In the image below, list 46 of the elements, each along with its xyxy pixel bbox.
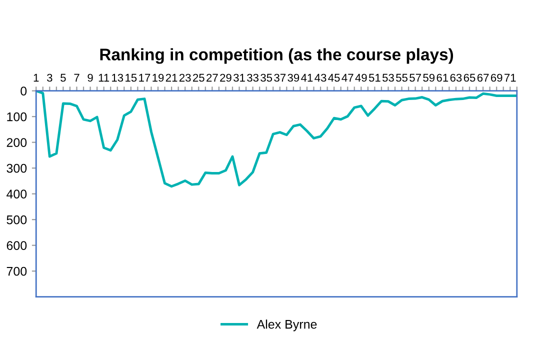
x-tick-label: 35 bbox=[260, 74, 272, 82]
x-tick-label: 3 bbox=[46, 74, 52, 82]
y-tick-label: 600 bbox=[6, 241, 27, 250]
x-tick-label: 45 bbox=[328, 74, 340, 82]
chart-title: Ranking in competition (as the course plays) bbox=[100, 48, 454, 64]
x-tick-label: 23 bbox=[179, 74, 191, 82]
x-tick-label: 51 bbox=[368, 74, 380, 82]
x-tick-label: 63 bbox=[450, 74, 462, 82]
legend-label: Alex Byrne bbox=[256, 320, 317, 332]
y-tick-label: 400 bbox=[6, 190, 27, 198]
x-tick-label: 71 bbox=[504, 74, 516, 82]
y-tick-label: 100 bbox=[7, 112, 27, 122]
x-tick-label: 19 bbox=[152, 74, 164, 82]
y-tick-label: 300 bbox=[6, 164, 27, 173]
x-tick-label: 57 bbox=[410, 74, 421, 82]
x-tick-label: 67 bbox=[477, 74, 489, 82]
x-tick-label: 15 bbox=[126, 74, 137, 82]
y-tick-label: 0 bbox=[20, 86, 27, 96]
x-tick-label: 11 bbox=[98, 74, 110, 82]
x-tick-label: 59 bbox=[423, 74, 435, 82]
x-tick-label: 49 bbox=[355, 74, 367, 82]
x-tick-label: 53 bbox=[382, 74, 394, 82]
x-tick-label: 55 bbox=[396, 74, 408, 82]
x-tick-label: 27 bbox=[206, 74, 218, 82]
y-tick-label: 700 bbox=[6, 266, 27, 276]
y-tick-label: 200 bbox=[6, 138, 27, 147]
x-tick-label: 5 bbox=[60, 74, 66, 82]
x-tick-label: 21 bbox=[166, 74, 178, 82]
x-tick-label: 9 bbox=[88, 74, 93, 82]
x-tick-label: 33 bbox=[247, 74, 258, 82]
x-tick-label: 39 bbox=[288, 74, 300, 82]
x-tick-label: 43 bbox=[314, 74, 326, 82]
x-tick-label: 47 bbox=[342, 74, 354, 82]
x-tick-label: 31 bbox=[234, 74, 245, 82]
x-tick-label: 17 bbox=[139, 74, 150, 82]
x-tick-label: 65 bbox=[464, 74, 476, 82]
x-tick-label: 1 bbox=[34, 74, 39, 82]
x-tick-label: 13 bbox=[112, 74, 124, 82]
x-tick-label: 69 bbox=[490, 74, 502, 82]
x-tick-label: 37 bbox=[274, 74, 286, 82]
x-tick-label: 7 bbox=[74, 74, 80, 82]
x-tick-label: 41 bbox=[301, 74, 313, 82]
x-tick-label: 29 bbox=[220, 74, 232, 82]
x-tick-label: 61 bbox=[436, 74, 448, 82]
x-tick-label: 25 bbox=[193, 74, 204, 82]
y-tick-label: 500 bbox=[6, 215, 27, 224]
